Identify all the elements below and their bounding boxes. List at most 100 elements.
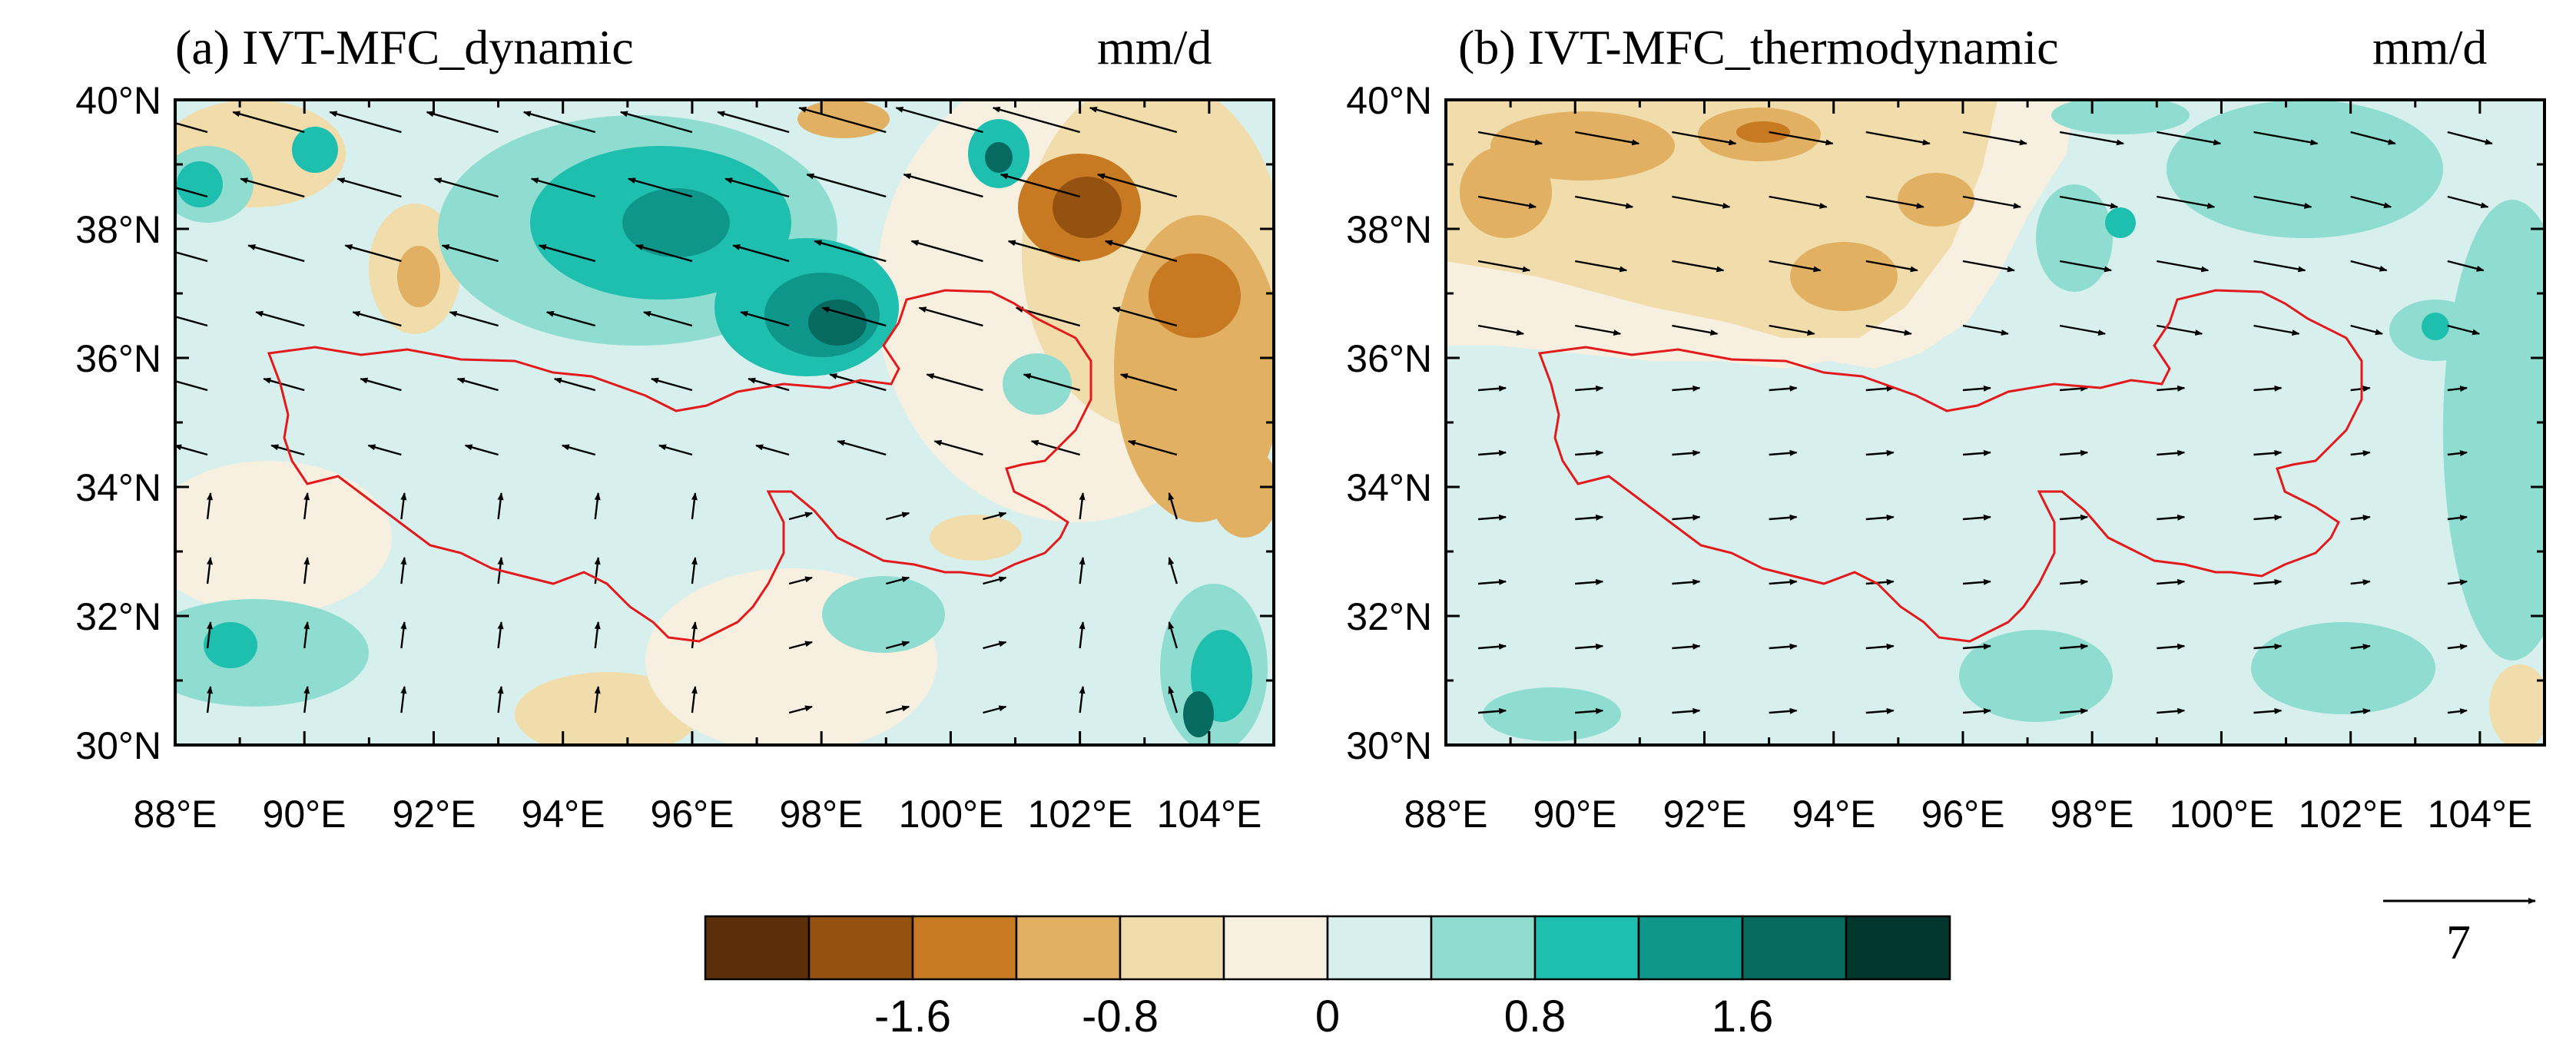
wind-vector <box>1168 557 1178 584</box>
colorbar-swatch <box>1741 915 1848 981</box>
colorbar-label: 0.8 <box>1503 992 1566 1041</box>
wind-vector <box>1477 643 1507 650</box>
wind-vector <box>303 492 310 520</box>
wind-vector <box>1477 707 1507 714</box>
colorbar-label: -0.8 <box>1082 992 1159 1041</box>
wind-vector <box>1168 492 1178 520</box>
wind-vector <box>2350 515 2371 522</box>
panel-b-wind-vectors <box>1477 131 2493 715</box>
wind-vector <box>983 641 1007 650</box>
wind-vector <box>344 244 402 263</box>
wind-vector <box>1962 131 2027 146</box>
wind-vector <box>724 177 790 198</box>
wind-vector <box>2350 324 2383 336</box>
wind-vector <box>497 686 504 714</box>
wind-vector <box>1477 131 1543 146</box>
wind-vector <box>2157 643 2186 650</box>
wind-vector <box>2350 386 2371 392</box>
wind-vector <box>2157 385 2186 392</box>
wind-vector <box>910 240 983 263</box>
lat-label: 30°N <box>1346 724 1432 767</box>
panel-b-title: (b) IVT-MFC_thermodynamic <box>1458 20 2059 75</box>
wind-vector <box>992 106 1080 134</box>
wind-vector <box>400 492 407 520</box>
wind-vector <box>1575 260 1628 273</box>
wind-vector <box>303 686 310 714</box>
wind-vector <box>2059 324 2107 336</box>
wind-vector <box>433 177 499 198</box>
wind-vector <box>732 244 790 263</box>
colorbar-swatch <box>807 915 914 981</box>
wind-vector <box>691 557 698 584</box>
wind-vector <box>232 111 305 134</box>
lat-label: 40°N <box>75 79 161 122</box>
wind-vector <box>2253 514 2283 521</box>
wind-vector <box>1079 492 1086 520</box>
wind-vector <box>175 121 208 134</box>
wind-vector <box>175 379 208 392</box>
wind-vector <box>1575 449 1604 456</box>
wind-vector <box>2447 579 2468 586</box>
lat-label: 30°N <box>75 724 161 767</box>
reference-vector-label: 7 <box>2446 915 2471 969</box>
panel-b-map <box>1444 98 2546 747</box>
wind-vector <box>1962 324 2009 336</box>
wind-vector <box>619 111 693 134</box>
wind-vector <box>2253 260 2306 273</box>
wind-vector <box>2060 449 2089 456</box>
lon-label: 94°E <box>521 793 605 836</box>
wind-vector <box>1962 643 1991 650</box>
wind-vector <box>1769 324 1815 336</box>
wind-vector <box>1962 260 2015 273</box>
wind-vector <box>1865 195 1925 209</box>
wind-vector <box>1477 385 1507 392</box>
wind-vector <box>2447 515 2468 522</box>
lon-label: 94°E <box>1792 793 1876 836</box>
wind-vector <box>1962 449 1991 456</box>
wind-vector <box>2253 195 2312 209</box>
wind-vector <box>2350 131 2396 145</box>
wind-vector <box>400 686 407 714</box>
wind-vector <box>1769 195 1828 209</box>
wind-vector <box>1962 578 1991 585</box>
wind-vector <box>983 705 1007 714</box>
wind-vector <box>1575 195 1634 209</box>
wind-vector <box>918 306 983 327</box>
wind-vector <box>1168 686 1178 714</box>
wind-vector <box>1575 131 1640 146</box>
wind-vector <box>1769 643 1798 650</box>
wind-vector <box>1865 449 1895 456</box>
wind-vector <box>240 177 305 198</box>
wind-vector <box>1865 260 1918 273</box>
wind-vector <box>829 373 887 392</box>
wind-vector <box>2350 579 2371 586</box>
wind-vector <box>2157 260 2210 273</box>
wind-vector <box>1865 324 1912 336</box>
wind-vector <box>806 173 887 198</box>
wind-vector <box>1672 643 1701 650</box>
wind-vector <box>1672 324 1719 336</box>
wind-vector <box>2060 643 2089 650</box>
wind-vector <box>1575 385 1604 392</box>
lon-label: 96°E <box>1921 793 2005 836</box>
wind-vector <box>1575 707 1604 714</box>
wind-vector <box>545 310 596 327</box>
wind-vector <box>1672 578 1701 585</box>
wind-vector <box>740 310 790 327</box>
wind-vector <box>400 621 407 649</box>
colorbar-swatch <box>911 915 1018 981</box>
wind-vector <box>175 250 208 263</box>
wind-vector <box>1672 707 1701 714</box>
wind-vector <box>983 576 1007 585</box>
wind-vector <box>1477 514 1507 521</box>
lon-label: 100°E <box>2169 793 2275 836</box>
wind-vector <box>1769 707 1798 714</box>
wind-vector <box>821 306 887 327</box>
wind-vector <box>1962 707 1991 714</box>
wind-vector <box>1672 514 1701 521</box>
wind-vector <box>2447 131 2493 145</box>
wind-vector <box>788 576 814 585</box>
wind-vector <box>594 686 601 714</box>
lon-label: 90°E <box>1533 793 1617 836</box>
wind-vector <box>885 576 910 585</box>
